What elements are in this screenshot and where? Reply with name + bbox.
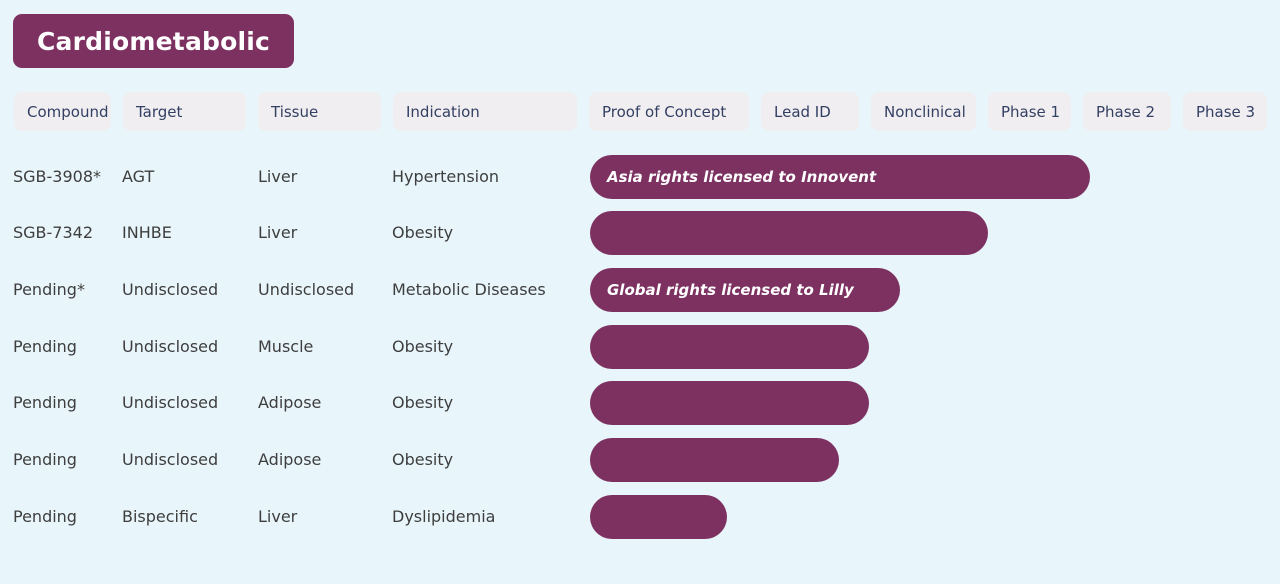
tissue-cell: Undisclosed	[258, 280, 355, 299]
column-header-phase-1: Phase 1	[988, 92, 1071, 131]
indication-cell: Obesity	[392, 223, 454, 242]
column-header-tissue: Tissue	[258, 92, 381, 131]
column-header-phase-3: Phase 3	[1183, 92, 1267, 131]
pipeline-row: SGB-7342 INHBE Liver Obesity	[0, 211, 1280, 255]
pipeline-row: Pending Bispecific Liver Dyslipidemia	[0, 495, 1280, 539]
compound-cell: Pending	[13, 450, 77, 469]
pipeline-row: Pending Undisclosed Adipose Obesity	[0, 438, 1280, 482]
tissue-cell: Liver	[258, 167, 298, 186]
pipeline-row: Pending* Undisclosed Undisclosed Metabol…	[0, 268, 1280, 312]
target-cell: Undisclosed	[122, 393, 219, 412]
compound-cell: Pending	[13, 393, 77, 412]
indication-cell: Obesity	[392, 393, 454, 412]
pipeline-row: Pending Undisclosed Adipose Obesity	[0, 381, 1280, 425]
phase-progress-bar	[590, 495, 727, 539]
target-cell: Undisclosed	[122, 280, 219, 299]
column-header-phase-2: Phase 2	[1083, 92, 1171, 131]
phase-progress-bar: Asia rights licensed to Innovent	[590, 155, 1090, 199]
compound-cell: Pending*	[13, 280, 85, 299]
compound-cell: Pending	[13, 507, 77, 526]
compound-cell: SGB-7342	[13, 223, 94, 242]
indication-cell: Hypertension	[392, 167, 500, 186]
phase-progress-bar: Global rights licensed to Lilly	[590, 268, 900, 312]
category-title: Cardiometabolic	[37, 26, 271, 56]
indication-cell: Metabolic Diseases	[392, 280, 546, 299]
bar-annotation: Asia rights licensed to Innovent	[607, 168, 877, 186]
column-header-target: Target	[123, 92, 246, 131]
category-title-badge: Cardiometabolic	[13, 14, 295, 68]
compound-cell: SGB-3908*	[13, 167, 102, 186]
column-header-nonclinical: Nonclinical	[871, 92, 976, 131]
indication-cell: Dyslipidemia	[392, 507, 496, 526]
compound-cell: Pending	[13, 337, 77, 356]
phase-progress-bar	[590, 211, 988, 255]
indication-cell: Obesity	[392, 450, 454, 469]
target-cell: Undisclosed	[122, 337, 219, 356]
tissue-cell: Adipose	[258, 393, 322, 412]
tissue-cell: Liver	[258, 507, 298, 526]
tissue-cell: Muscle	[258, 337, 314, 356]
phase-progress-bar	[590, 325, 869, 369]
column-header-lead-id: Lead ID	[761, 92, 859, 131]
pipeline-row: SGB-3908* AGT Liver Hypertension Asia ri…	[0, 155, 1280, 199]
phase-progress-bar	[590, 438, 839, 482]
tissue-cell: Adipose	[258, 450, 322, 469]
pipeline-row: Pending Undisclosed Muscle Obesity	[0, 325, 1280, 369]
phase-progress-bar	[590, 381, 869, 425]
bar-annotation: Global rights licensed to Lilly	[607, 281, 854, 299]
indication-cell: Obesity	[392, 337, 454, 356]
column-header-indication: Indication	[393, 92, 577, 131]
target-cell: INHBE	[122, 223, 172, 242]
target-cell: Bispecific	[122, 507, 198, 526]
column-header-compound: Compound	[14, 92, 111, 131]
tissue-cell: Liver	[258, 223, 298, 242]
target-cell: AGT	[122, 167, 155, 186]
target-cell: Undisclosed	[122, 450, 219, 469]
column-header-proof-of-concept: Proof of Concept	[589, 92, 749, 131]
